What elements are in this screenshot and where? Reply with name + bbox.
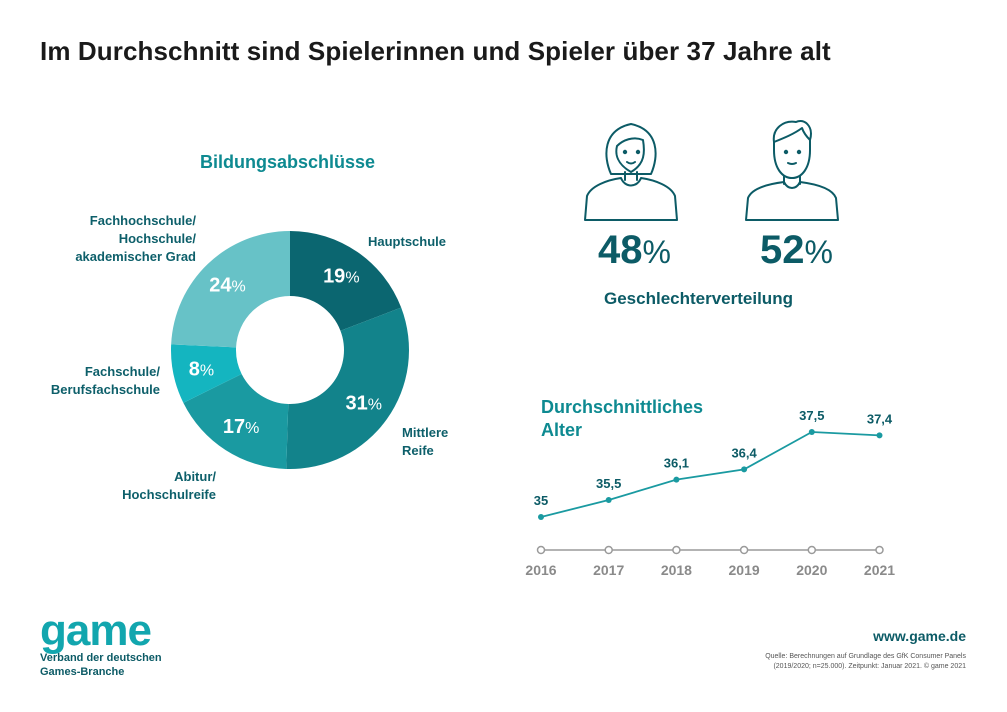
source-line2: (2019/2020; n=25.000). Zeitpunkt: Januar… bbox=[773, 663, 966, 670]
data-point-2019 bbox=[741, 466, 748, 473]
age-heading: Durchschnittliches Alter bbox=[541, 396, 703, 442]
label-mittlere-reife: Mittlere Reife bbox=[402, 424, 448, 460]
source-line1: Quelle: Berechnungen auf Grundlage des G… bbox=[765, 653, 966, 660]
data-label-2020: 37,5 bbox=[799, 408, 824, 423]
x-tick-label-2018: 2018 bbox=[661, 562, 692, 578]
data-point-2017 bbox=[605, 497, 612, 503]
data-point-2016 bbox=[538, 514, 544, 520]
label-mittlere-reife-line2: Reife bbox=[402, 443, 434, 458]
x-axis-tick-2017 bbox=[604, 545, 613, 555]
label-fachhochschule-line2: Hochschule/ bbox=[118, 231, 196, 246]
x-tick-label-2020: 2020 bbox=[796, 562, 827, 578]
data-point-2020 bbox=[808, 429, 815, 435]
game-logo: game bbox=[40, 606, 152, 655]
age-series-line bbox=[540, 431, 880, 518]
data-label-2018: 36,1 bbox=[664, 456, 689, 471]
age-line-chart: 2016 35 2017 35,5 2018 36,1 2019 36,4 2020 37,5 20… bbox=[525, 408, 895, 578]
x-axis-tick-2021 bbox=[875, 545, 884, 555]
label-hauptschule: Hauptschule bbox=[368, 234, 447, 249]
donut-value-label-abitur-hochschulreife: 17% bbox=[223, 416, 259, 438]
label-fachschule-line1: Fachschule/ bbox=[84, 364, 160, 379]
donut-slice-hauptschule bbox=[290, 231, 402, 331]
data-label-2017: 35,5 bbox=[596, 476, 621, 491]
data-label-2021: 37,4 bbox=[867, 411, 893, 426]
donut-value-label-hauptschule: 19% bbox=[323, 265, 359, 287]
data-label-2019: 36,4 bbox=[731, 445, 757, 460]
label-mittlere-reife-line1: Mittlere bbox=[402, 425, 449, 440]
male-pct-symbol: % bbox=[804, 234, 833, 270]
logo-subtitle: Verband der deutschen Games-Branche bbox=[40, 651, 162, 679]
donut-slice-fachhochschule-hochschule-akademischer-grad bbox=[171, 231, 290, 348]
x-axis-tick-2018 bbox=[672, 545, 681, 555]
x-axis-tick-2016 bbox=[536, 545, 546, 555]
male-pct-value: 52 bbox=[760, 228, 805, 272]
female-pct-symbol: % bbox=[642, 234, 671, 270]
donut-value-label-fachschule-berufsfachschule: 8% bbox=[189, 359, 214, 381]
donut-value-label-mittlere-reife: 31% bbox=[345, 392, 381, 414]
woman-icon bbox=[584, 123, 678, 221]
label-fachschule: Fachschule/ Berufsfachschule bbox=[36, 363, 160, 399]
website-link[interactable]: www.game.de bbox=[873, 628, 966, 644]
man-icon bbox=[745, 120, 839, 221]
gender-distribution-label: Geschlechterverteilung bbox=[604, 289, 793, 308]
data-point-2018 bbox=[673, 476, 680, 483]
x-tick-label-2019: 2019 bbox=[729, 562, 760, 578]
label-fachhochschule-line1: Fachhochschule/ bbox=[89, 213, 196, 228]
age-heading-line1: Durchschnittliches bbox=[541, 397, 704, 417]
logo-subtitle-line2: Games-Branche bbox=[40, 666, 125, 678]
data-label-2016: 35 bbox=[534, 493, 548, 508]
donut-slice-mittlere-reife bbox=[286, 307, 409, 470]
female-pct-value: 48 bbox=[598, 228, 643, 272]
data-point-2021 bbox=[876, 432, 883, 439]
x-tick-label-2016: 2016 bbox=[525, 562, 556, 578]
donut-value-label-fachhochschule-hochschule-akademischer-grad: 24% bbox=[209, 275, 245, 297]
source-note: Quelle: Berechnungen auf Grundlage des G… bbox=[640, 652, 966, 672]
logo-subtitle-line1: Verband der deutschen bbox=[40, 652, 162, 664]
x-axis-tick-2019 bbox=[739, 545, 749, 555]
x-axis-tick-2020 bbox=[807, 545, 817, 555]
donut-slice-fachschule-berufsfachschule bbox=[171, 344, 242, 403]
male-percentage: 52% bbox=[760, 228, 833, 273]
label-abitur-line1: Abitur/ bbox=[174, 469, 216, 484]
label-fachhochschule: Fachhochschule/ Hochschule/ akademischer… bbox=[50, 212, 196, 266]
x-tick-label-2017: 2017 bbox=[593, 562, 624, 578]
education-donut-chart: 19% 31% 17% 8% 24% bbox=[171, 231, 409, 470]
donut-slice-abitur-hochschulreife bbox=[183, 373, 289, 469]
label-abitur-line2: Hochschulreife bbox=[122, 487, 216, 502]
label-fachschule-line2: Berufsfachschule bbox=[50, 382, 160, 397]
label-fachhochschule-line3: akademischer Grad bbox=[75, 249, 196, 264]
female-percentage: 48% bbox=[598, 228, 671, 273]
x-tick-label-2021: 2021 bbox=[864, 562, 895, 578]
age-heading-line2: Alter bbox=[541, 420, 583, 440]
page-title: Im Durchschnitt sind Spielerinnen und Sp… bbox=[40, 36, 831, 66]
label-abitur: Abitur/ Hochschulreife bbox=[110, 468, 216, 504]
education-heading: Bildungsabschlüsse bbox=[200, 152, 376, 172]
